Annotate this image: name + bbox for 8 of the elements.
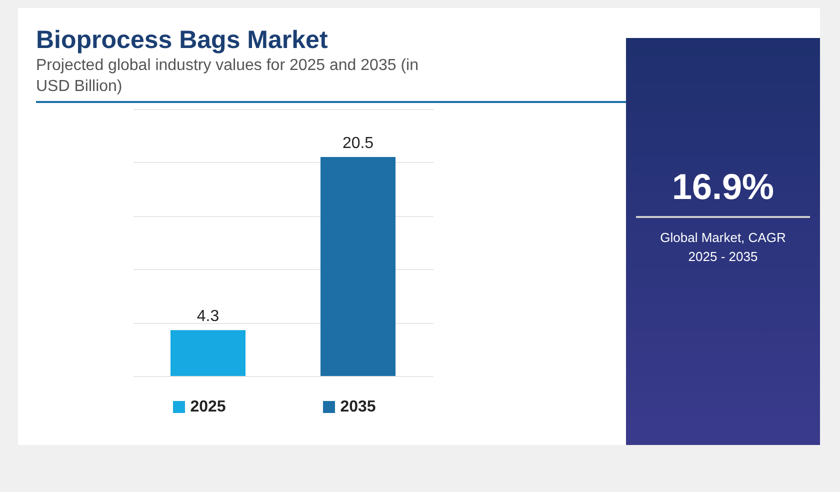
x-tick-label: 2035 bbox=[340, 398, 376, 416]
text: Global Market, CAGR 2025 - 2035 bbox=[659, 229, 787, 266]
chart-title: Bioprocess Bags Market bbox=[36, 26, 329, 55]
data-label: 4.3 bbox=[196, 308, 220, 326]
x-tick-label: 2025 bbox=[190, 398, 226, 416]
text: 16.9% bbox=[636, 166, 810, 218]
chart-subtitle: Projected global industry values for 2025 and 2035 (in USD Billion) bbox=[36, 56, 420, 97]
data-label: 20.5 bbox=[342, 135, 374, 152]
